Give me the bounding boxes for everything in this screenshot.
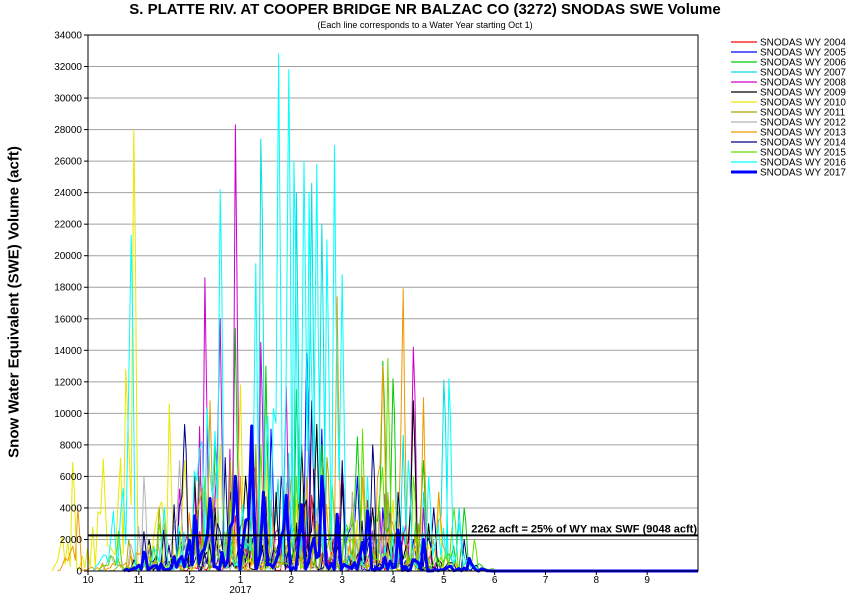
legend-entry: SNODAS WY 2010 bbox=[760, 98, 846, 109]
series-line-wy-2014 bbox=[123, 400, 698, 572]
legend-entry: SNODAS WY 2008 bbox=[760, 78, 846, 89]
y-tick-label: 30000 bbox=[54, 94, 82, 105]
y-tick-label: 18000 bbox=[54, 283, 82, 294]
chart-title: S. PLATTE RIV. AT COOPER BRIDGE NR BALZA… bbox=[129, 1, 721, 18]
y-tick-label: 34000 bbox=[54, 31, 82, 42]
x-tick-label: 12 bbox=[184, 575, 196, 586]
legend-entry: SNODAS WY 2011 bbox=[760, 108, 846, 119]
y-tick-label: 28000 bbox=[54, 125, 82, 136]
series-lines bbox=[51, 53, 698, 573]
y-tick-label: 10000 bbox=[54, 409, 82, 420]
x-tick-label: 10 bbox=[82, 575, 94, 586]
series-line-wy-2015 bbox=[97, 357, 698, 572]
x-year-label: 2017 bbox=[229, 585, 252, 596]
legend-entry: SNODAS WY 2004 bbox=[760, 38, 846, 49]
y-tick-label: 0 bbox=[76, 567, 82, 578]
x-tick-label: 9 bbox=[644, 575, 650, 586]
x-tick-label: 4 bbox=[390, 575, 396, 586]
legend-entry: SNODAS WY 2017 bbox=[760, 168, 846, 179]
legend-entry: SNODAS WY 2013 bbox=[760, 128, 846, 139]
y-tick-label: 16000 bbox=[54, 314, 82, 325]
series-line-wy-2016 bbox=[92, 53, 698, 572]
legend-entry: SNODAS WY 2007 bbox=[760, 68, 846, 79]
y-tick-label: 22000 bbox=[54, 220, 82, 231]
legend-entry: SNODAS WY 2012 bbox=[760, 118, 846, 129]
y-tick-label: 8000 bbox=[60, 440, 83, 451]
y-tick-label: 4000 bbox=[60, 503, 83, 514]
threshold: 2262 acft = 25% of WY max SWF (9048 acft… bbox=[88, 523, 698, 537]
x-tick-label: 1 bbox=[238, 575, 244, 586]
legend-entry: SNODAS WY 2009 bbox=[760, 88, 846, 99]
y-tick-label: 20000 bbox=[54, 251, 82, 262]
x-tick-label: 7 bbox=[543, 575, 549, 586]
threshold-label: 2262 acft = 25% of WY max SWF (9048 acft… bbox=[471, 523, 697, 535]
gridlines bbox=[88, 66, 698, 540]
legend-entry: SNODAS WY 2014 bbox=[760, 138, 846, 149]
x-tick-label: 5 bbox=[441, 575, 447, 586]
y-tick-label: 2000 bbox=[60, 535, 83, 546]
x-tick-label: 2 bbox=[289, 575, 295, 586]
y-tick-label: 12000 bbox=[54, 377, 82, 388]
y-tick-label: 26000 bbox=[54, 157, 82, 168]
x-tick-label: 11 bbox=[134, 575, 145, 586]
y-tick-label: 24000 bbox=[54, 188, 82, 199]
legend-entry: SNODAS WY 2006 bbox=[760, 58, 846, 69]
x-tick-label: 3 bbox=[339, 575, 345, 586]
legend-entry: SNODAS WY 2016 bbox=[760, 158, 846, 169]
legend-entry: SNODAS WY 2005 bbox=[760, 48, 846, 59]
x-tick-label: 8 bbox=[594, 575, 600, 586]
y-tick-label: 6000 bbox=[60, 472, 83, 483]
legend-entry: SNODAS WY 2015 bbox=[760, 148, 846, 159]
y-axis: 0 2000 4000 6000 8000 10000 12000 14000 16000 180… bbox=[54, 31, 88, 578]
y-tick-label: 32000 bbox=[54, 62, 82, 73]
chart-subtitle: (Each line corresponds to a Water Year s… bbox=[317, 20, 533, 30]
y-tick-label: 14000 bbox=[54, 346, 82, 357]
x-tick-label: 6 bbox=[492, 575, 498, 586]
